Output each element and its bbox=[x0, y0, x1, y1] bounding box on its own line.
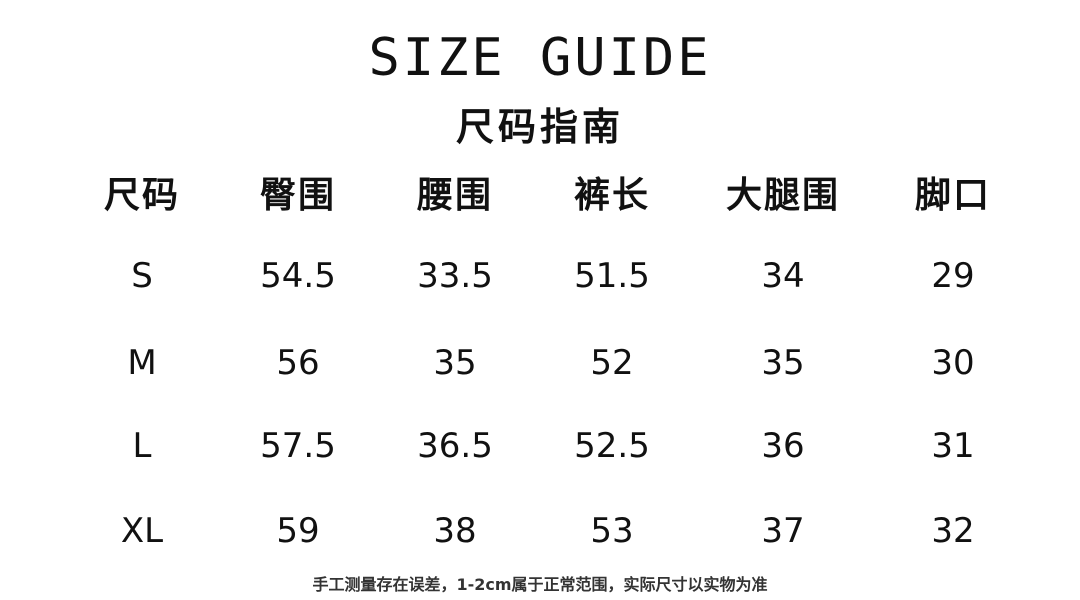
table-cell: 52.5 bbox=[574, 426, 650, 466]
table-cell: 32 bbox=[931, 511, 975, 551]
table-cell: 38 bbox=[433, 511, 477, 551]
column-header: 裤长 bbox=[573, 175, 650, 216]
column-header: 脚口 bbox=[914, 175, 991, 216]
table-cell: 35 bbox=[761, 343, 805, 383]
column-header: 尺码 bbox=[103, 175, 180, 216]
table-cell: 51.5 bbox=[574, 256, 650, 296]
table-cell: 31 bbox=[931, 426, 975, 466]
table-cell: 56 bbox=[276, 343, 320, 383]
table-cell: 34 bbox=[761, 256, 805, 296]
measurement-note: 手工测量存在误差，1-2cm属于正常范围，实际尺寸以实物为准 bbox=[312, 575, 768, 594]
column-header: 大腿围 bbox=[725, 175, 840, 216]
table-cell: 29 bbox=[931, 256, 975, 296]
column-header: 臀围 bbox=[259, 175, 336, 216]
table-cell: 54.5 bbox=[260, 256, 336, 296]
table-cell: 59 bbox=[276, 511, 320, 551]
table-cell: 33.5 bbox=[417, 256, 493, 296]
table-cell: 36.5 bbox=[417, 426, 493, 466]
table-cell: 53 bbox=[590, 511, 634, 551]
size-label: L bbox=[132, 426, 152, 466]
table-cell: 52 bbox=[590, 343, 634, 383]
size-label: M bbox=[127, 343, 157, 383]
table-cell: 36 bbox=[761, 426, 805, 466]
size-label: XL bbox=[120, 511, 164, 551]
size-label: S bbox=[131, 256, 153, 296]
page-subtitle: 尺码指南 bbox=[455, 105, 624, 149]
page-title: SIZE GUIDE bbox=[368, 28, 712, 88]
table-cell: 35 bbox=[433, 343, 477, 383]
table-cell: 37 bbox=[761, 511, 805, 551]
table-cell: 57.5 bbox=[260, 426, 336, 466]
table-cell: 30 bbox=[931, 343, 975, 383]
column-header: 腰围 bbox=[416, 175, 493, 216]
